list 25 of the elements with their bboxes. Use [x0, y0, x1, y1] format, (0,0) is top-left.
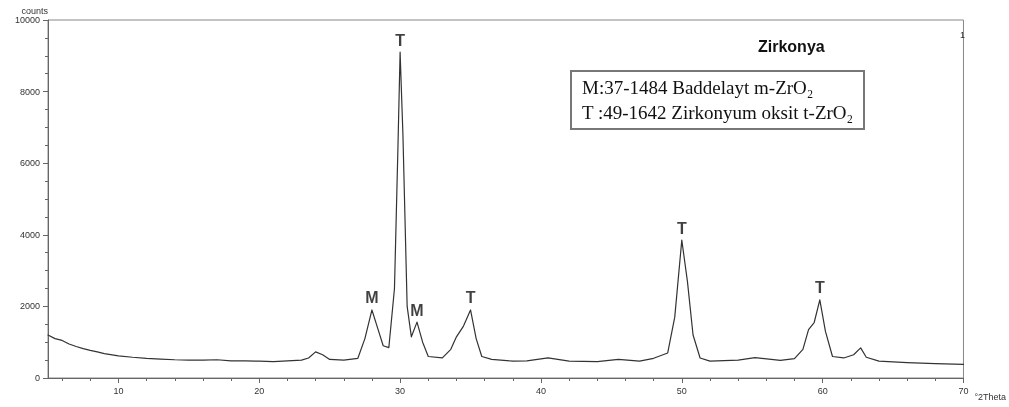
x-axis-title: °2Theta	[974, 391, 1007, 402]
annotation: T	[676, 219, 687, 237]
x-tick-label: 70	[958, 385, 969, 396]
annotation: T	[814, 279, 825, 297]
x-tick-label: 10	[113, 385, 124, 396]
x-tick-label: 30	[395, 385, 406, 396]
y-tick-label: 6000	[19, 158, 40, 169]
y-axis-title: counts	[21, 6, 49, 17]
y-tick-label: 10000	[14, 15, 40, 25]
text: Zirkonya	[758, 37, 825, 55]
annotation: T	[395, 31, 406, 49]
y-tick-label: 0	[34, 373, 40, 383]
annotation: M	[365, 289, 379, 307]
x-tick-label: 60	[817, 385, 828, 396]
y-tick-label: 2000	[19, 301, 40, 312]
annotation: 1	[960, 29, 966, 40]
x-tick-label: 50	[676, 385, 687, 396]
x-tick-label: 40	[535, 385, 546, 396]
x-tick-label: 20	[254, 385, 265, 396]
annotation: M:37-1484 Baddelayt m-ZrO₂	[582, 76, 815, 100]
annotation: T	[465, 289, 476, 307]
annotation: T :49-1642 Zirkonyum oksit t-ZrO₂	[582, 101, 854, 125]
y-tick-label: 8000	[19, 86, 40, 97]
annotation: M	[410, 301, 424, 319]
y-tick-label: 4000	[19, 229, 40, 240]
